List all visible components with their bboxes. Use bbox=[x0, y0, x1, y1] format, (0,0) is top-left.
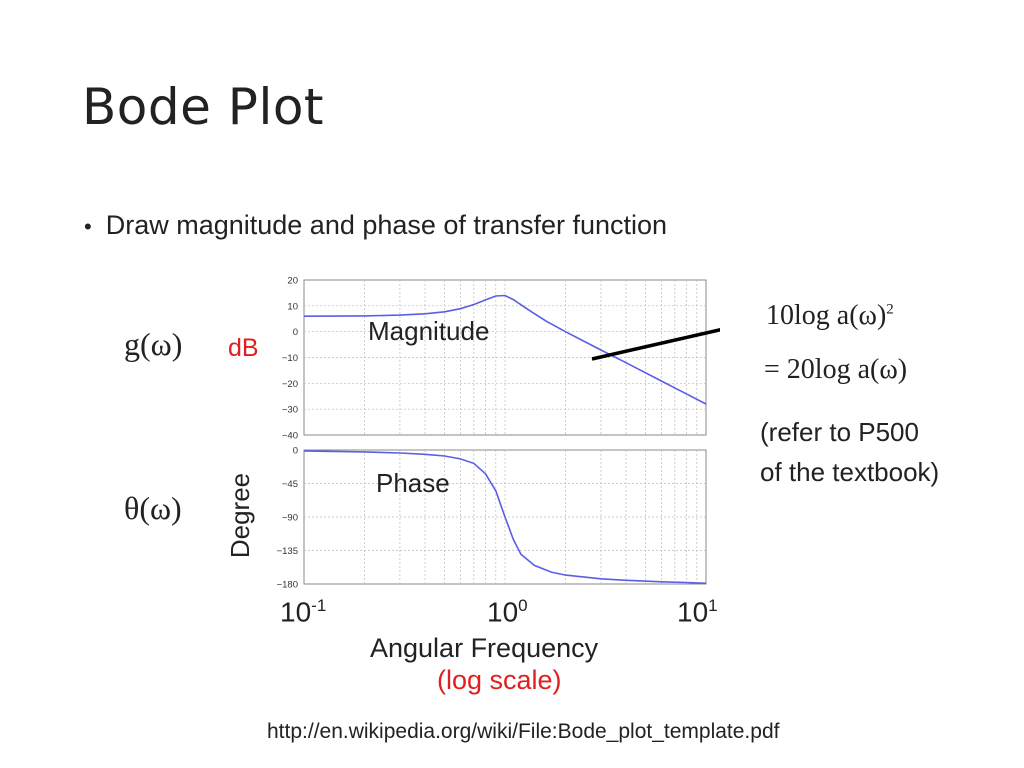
bullet-item: • Draw magnitude and phase of transfer f… bbox=[84, 210, 667, 241]
bullet-text: Draw magnitude and phase of transfer fun… bbox=[105, 210, 668, 240]
magnitude-series-line bbox=[303, 294, 707, 405]
phase-y-tick-label: 0 bbox=[293, 446, 298, 457]
slide-title: Bode Plot bbox=[82, 78, 325, 136]
phase-series-line bbox=[303, 450, 707, 585]
source-link[interactable]: http://en.wikipedia.org/wiki/File:Bode_p… bbox=[267, 720, 780, 743]
magnitude-y-tick-label: 0 bbox=[293, 327, 298, 338]
freq-tick-label: 101 bbox=[677, 596, 718, 628]
phase-panel-label: Phase bbox=[376, 468, 450, 498]
theta-omega-label: θ(ω) bbox=[124, 490, 182, 526]
bullet-dot-icon: • bbox=[84, 214, 92, 239]
magnitude-y-tick-label: −20 bbox=[282, 379, 298, 390]
phase-y-tick-label: −90 bbox=[282, 513, 298, 524]
db-unit-label: dB bbox=[228, 334, 259, 362]
magnitude-panel: 20 10 0 −10 −20 −30 −40 Magnitude bbox=[282, 276, 707, 442]
reference-line: of the textbook) bbox=[760, 457, 940, 487]
magnitude-y-tick-label: −40 bbox=[282, 431, 298, 442]
magnitude-y-tick-label: −30 bbox=[282, 405, 298, 416]
arrow-shaft bbox=[591, 327, 720, 361]
freq-tick-label: 10-1 bbox=[280, 596, 327, 628]
formula-line-1: 10log a(ω)2 bbox=[766, 300, 894, 331]
reference-line: (refer to P500 bbox=[760, 417, 919, 447]
phase-y-tick-label: −45 bbox=[282, 479, 298, 490]
magnitude-y-tick-label: 10 bbox=[287, 301, 298, 312]
magnitude-panel-label: Magnitude bbox=[368, 316, 489, 346]
phase-y-tick-label: −135 bbox=[277, 546, 298, 557]
x-axis-title: Angular Frequency bbox=[370, 633, 599, 663]
g-omega-label: g(ω) bbox=[124, 326, 183, 362]
phase-y-tick-label: −180 bbox=[277, 580, 298, 591]
x-axis-subtitle: (log scale) bbox=[437, 665, 562, 695]
formula-arrow bbox=[591, 327, 720, 361]
formula-line-2: = 20log a(ω) bbox=[764, 354, 908, 385]
magnitude-y-tick-label: −10 bbox=[282, 353, 298, 364]
phase-panel: 0 −45 −90 −135 −180 Phase bbox=[277, 446, 707, 591]
magnitude-y-tick-label: 20 bbox=[287, 276, 298, 287]
freq-tick-label: 100 bbox=[487, 596, 528, 628]
bode-chart: 20 10 0 −10 −20 −30 −40 Magnitude 0 −45 −90 −135 −1… bbox=[277, 276, 720, 591]
textbook-reference: (refer to P500 of the textbook) bbox=[760, 412, 939, 492]
